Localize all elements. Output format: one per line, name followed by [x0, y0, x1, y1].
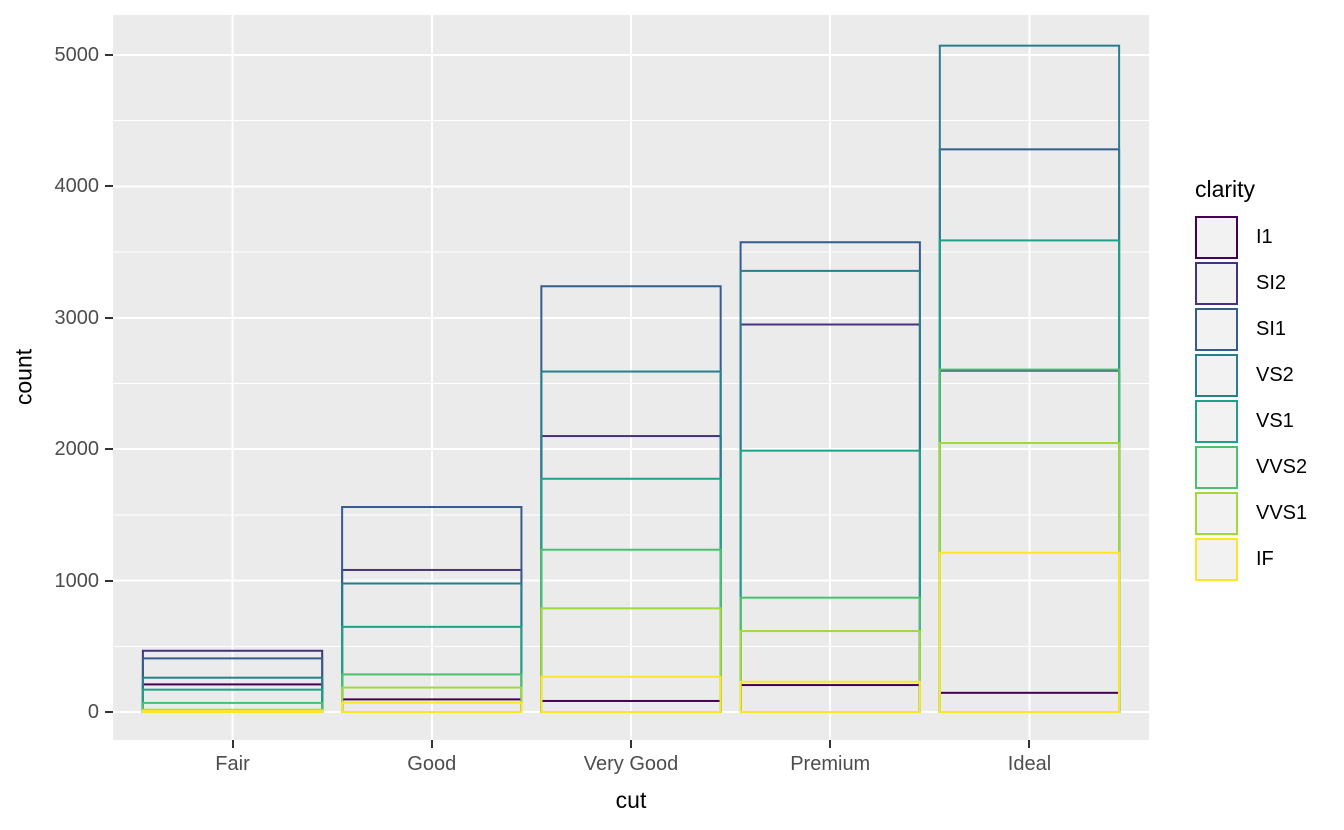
legend-items: I1 SI2 SI1 VS2 VS1 VVS2 VVS1 IF: [1195, 216, 1307, 581]
legend-entry-vvs2: VVS2: [1195, 446, 1307, 489]
x-tick-label-ideal: Ideal: [1007, 753, 1052, 775]
legend-key-swatch-si1: [1195, 308, 1238, 351]
x-tick-mark: [630, 740, 632, 748]
legend-entry-if: IF: [1195, 538, 1307, 581]
bar-ideal-if: [938, 551, 1121, 713]
legend-label-i1: I1: [1256, 226, 1273, 248]
y-tick-label-2000: 2000: [54, 438, 100, 461]
x-tick-label-very-good: Very Good: [583, 753, 679, 775]
legend-entry-vs1: VS1: [1195, 400, 1307, 443]
x-tick-label-good: Good: [407, 753, 457, 775]
legend: clarity I1 SI2 SI1 VS2 VS1 VVS2 VVS1 IF: [1195, 176, 1307, 584]
legend-label-vs2: VS2: [1256, 364, 1294, 386]
legend-entry-vs2: VS2: [1195, 354, 1307, 397]
x-tick-label-premium: Premium: [790, 753, 871, 775]
legend-entry-i1: I1: [1195, 216, 1307, 259]
legend-label-si1: SI1: [1256, 318, 1287, 340]
legend-label-si2: SI2: [1256, 272, 1287, 294]
bar-premium-if: [739, 680, 921, 714]
legend-title: clarity: [1195, 176, 1256, 202]
y-tick-label-4000: 4000: [54, 175, 100, 198]
legend-key-swatch-vs1: [1195, 400, 1238, 443]
legend-label-vvs2: VVS2: [1256, 456, 1308, 478]
y-tick-label-3000: 3000: [54, 306, 100, 329]
x-tick-mark: [829, 740, 832, 748]
x-tick-mark: [430, 740, 433, 748]
y-tick-label-1000: 1000: [54, 569, 100, 592]
x-tick-label-fair: Fair: [215, 753, 250, 775]
x-axis-title: cut: [615, 787, 647, 813]
y-tick-mark: [105, 448, 113, 451]
legend-entry-vvs1: VVS1: [1195, 492, 1307, 535]
y-tick-label-0: 0: [87, 701, 99, 723]
legend-label-vs1: VS1: [1256, 410, 1294, 432]
legend-key-swatch-i1: [1195, 216, 1238, 259]
y-tick-mark: [105, 54, 113, 56]
bar-very-good-if: [540, 675, 722, 714]
x-tick-mark: [231, 740, 234, 748]
plot-panel: [113, 15, 1149, 740]
plot-area: [113, 15, 1149, 740]
y-axis-title: count: [10, 348, 37, 406]
y-tick-label-5000: 5000: [54, 44, 100, 66]
legend-label-vvs1: VVS1: [1256, 502, 1308, 524]
y-tick-mark: [105, 579, 113, 582]
x-tick-mark: [1028, 740, 1031, 748]
legend-entry-si2: SI2: [1195, 262, 1307, 305]
y-tick-mark: [105, 316, 113, 319]
legend-key-swatch-vvs2: [1195, 446, 1238, 489]
legend-key-swatch-if: [1195, 538, 1238, 581]
legend-key-swatch-si2: [1195, 262, 1238, 305]
y-tick-mark: [105, 185, 113, 188]
bar-fair-if: [141, 709, 324, 714]
legend-key-swatch-vvs1: [1195, 492, 1238, 535]
bar-good-if: [341, 701, 523, 713]
legend-entry-si1: SI1: [1195, 308, 1307, 351]
legend-label-if: IF: [1256, 548, 1274, 570]
y-tick-mark: [105, 711, 113, 713]
legend-key-swatch-vs2: [1195, 354, 1238, 397]
